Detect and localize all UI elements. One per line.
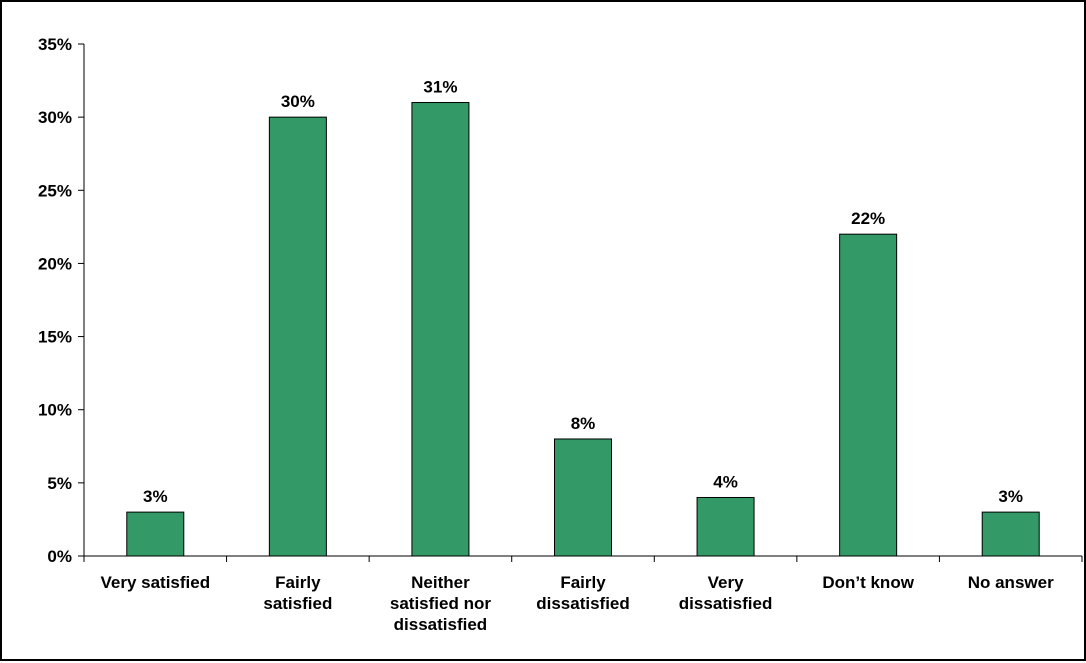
data-label: 30% [281,92,315,111]
category-label: Don’t know [822,573,914,592]
category-label-line: Fairly [560,573,606,592]
y-tick-label: 10% [38,401,72,420]
y-tick-label: 20% [38,254,72,273]
category-label: Very satisfied [100,573,210,592]
category-label-line: Fairly [275,573,321,592]
category-label-line: No answer [968,573,1054,592]
category-label-line: Very [708,573,744,592]
y-tick-label: 30% [38,108,72,127]
category-label-line: satisfied [263,594,332,613]
y-tick-label: 15% [38,328,72,347]
category-label-line: satisfied nor [390,594,491,613]
bar [411,102,470,557]
data-label: 31% [423,78,457,97]
data-label: 3% [143,487,168,506]
data-label: 4% [713,472,738,491]
bar [126,511,185,557]
bar [839,233,898,557]
category-label: No answer [968,573,1054,592]
bar [268,116,327,557]
category-label-line: Neither [411,573,470,592]
category-label-line: dissatisfied [394,615,488,634]
data-label: 22% [851,209,885,228]
y-tick-label: 0% [47,547,72,566]
category-label-line: Don’t know [822,573,914,592]
data-label: 8% [571,414,596,433]
y-tick-label: 35% [38,35,72,54]
category-label: Fairly satisfied [263,573,332,613]
category-label: Fairly dissatisfied [536,573,630,613]
category-label-line: Very satisfied [100,573,210,592]
bar [696,496,755,557]
category-label-line: dissatisfied [679,594,773,613]
data-label: 3% [998,487,1023,506]
category-label: Very dissatisfied [679,573,773,613]
y-tick-label: 5% [47,474,72,493]
bar [981,511,1040,557]
bar [554,438,612,557]
category-label: Neither satisfied nor dissatisfied [390,573,491,634]
category-label-line: dissatisfied [536,594,630,613]
y-tick-label: 25% [38,181,72,200]
